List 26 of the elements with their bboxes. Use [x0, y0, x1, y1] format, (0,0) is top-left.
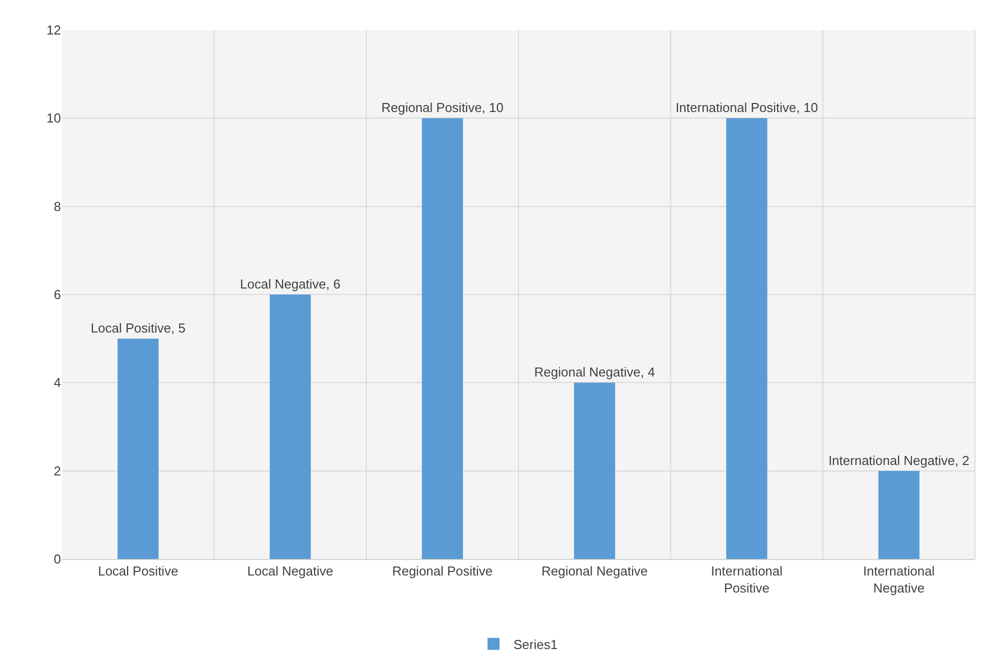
data-label: Regional Positive, 10 — [381, 100, 504, 116]
x-tick-label: International Positive — [710, 564, 783, 596]
x-tick-label: Regional Negative — [541, 564, 648, 579]
bar — [574, 382, 616, 559]
y-tick-label: 2 — [54, 463, 61, 478]
y-tick-label: 10 — [46, 110, 61, 126]
y-tick-label: 4 — [54, 375, 61, 390]
y-tick-label: 8 — [54, 198, 61, 214]
x-tick-label: Local Positive — [98, 564, 178, 579]
data-label: Local Negative, 6 — [240, 276, 340, 292]
y-tick-label: 6 — [54, 287, 61, 302]
bar — [422, 118, 463, 559]
data-label: Local Positive, 5 — [90, 320, 186, 336]
bar — [118, 338, 159, 559]
bar — [270, 294, 311, 559]
bar — [726, 118, 768, 559]
data-label: International Positive, 10 — [676, 100, 818, 116]
x-tick-label: Regional Positive — [392, 564, 493, 579]
data-label: International Negative, 2 — [828, 452, 970, 468]
x-tick-label: International Negative — [863, 564, 935, 596]
y-tick-label: 0 — [54, 552, 61, 567]
legend-label: Series1 — [514, 636, 558, 652]
bar — [878, 470, 920, 559]
x-tick-label: Local Negative — [247, 564, 334, 579]
y-tick-label: 12 — [46, 22, 61, 38]
data-label: Regional Negative, 4 — [534, 364, 655, 380]
